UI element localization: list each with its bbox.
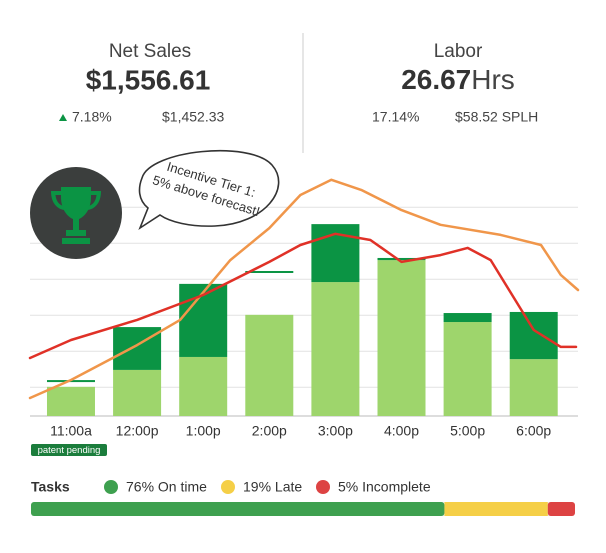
trend-line — [28, 178, 580, 400]
legend-label: 19% Late — [243, 479, 302, 495]
bar-segment — [113, 327, 162, 370]
speech-bubble — [138, 149, 280, 231]
badge — [31, 444, 107, 456]
legend-dot — [221, 480, 235, 494]
kpi-percent: 17.14% — [372, 109, 419, 125]
kpi-splh: $58.52 SPLH — [455, 109, 538, 125]
tasks-label: Tasks — [31, 479, 70, 495]
badge-label: patent pending — [38, 445, 101, 456]
x-tick-label: 4:00p — [384, 423, 419, 439]
bar-segment — [179, 356, 228, 416]
bar-segment — [509, 311, 558, 360]
up-arrow — [59, 114, 67, 121]
kpi-value: $1,556.61 — [86, 64, 211, 95]
trophy-icon — [51, 187, 101, 244]
x-tick-label: 12:00p — [116, 423, 159, 439]
trend-line — [28, 232, 578, 360]
bar-segment — [443, 322, 492, 416]
bar-segment — [245, 314, 294, 416]
x-tick-label: 3:00p — [318, 423, 353, 439]
legend-label: 76% On time — [126, 479, 207, 495]
bar-segment — [113, 369, 162, 416]
x-tick-label: 2:00p — [252, 423, 287, 439]
bar-segment — [377, 260, 426, 416]
plot: 11:00a 12:00p 1:00p 2:00p 3:00p 4:00p 5:00p 6:0… — [28, 178, 580, 439]
task-segment — [547, 502, 575, 516]
x-tick-label: 11:00a — [50, 423, 92, 439]
legend-dot — [316, 480, 330, 494]
kpi-change: 7.18% — [72, 109, 112, 125]
task-segment — [31, 502, 445, 516]
legend-dot — [104, 480, 118, 494]
bar-segment — [377, 257, 426, 261]
bar-segment — [509, 359, 558, 416]
kpi-value: 26.67 — [401, 64, 471, 95]
x-tick-label: 5:00p — [450, 423, 485, 439]
bar-segment — [46, 386, 95, 416]
kpi-title: Labor — [434, 41, 483, 62]
legend-label: 5% Incomplete — [338, 479, 431, 495]
bar-segment — [443, 313, 492, 323]
x-tick-label: 1:00p — [186, 423, 221, 439]
kpi-title: Net Sales — [109, 41, 191, 62]
x-tick-label: 6:00p — [516, 423, 551, 439]
kpi-compare: $1,452.33 — [162, 109, 224, 125]
kpi-value-group: 26.67Hrs — [401, 64, 515, 95]
target-marker — [245, 271, 294, 273]
tasks: 76% On time 19% Late 5% Incomplete — [31, 479, 575, 516]
task-segment — [444, 502, 548, 516]
kpi-unit: Hrs — [471, 64, 515, 95]
bar-segment — [311, 282, 360, 416]
